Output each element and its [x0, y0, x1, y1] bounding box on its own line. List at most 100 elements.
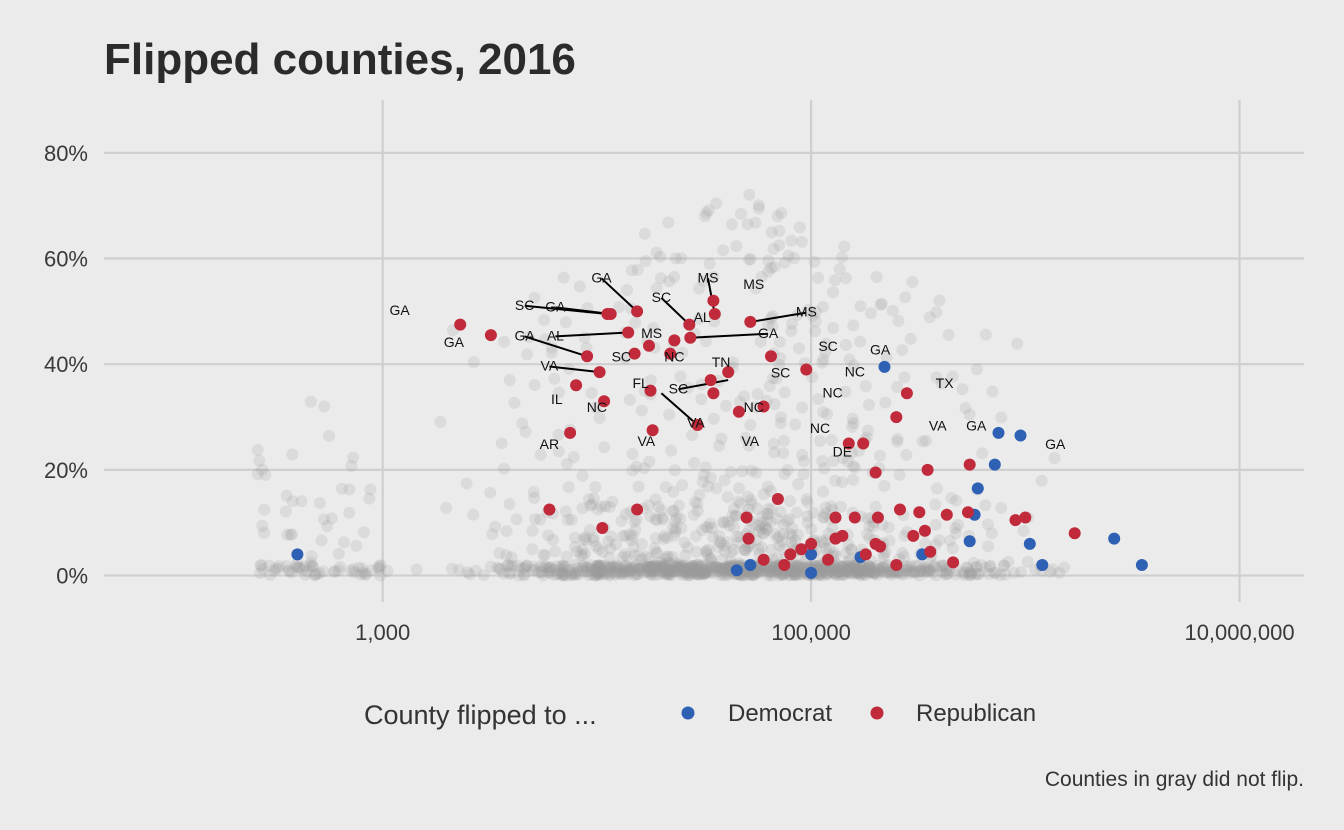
republican-point — [805, 537, 818, 550]
gray-point — [662, 550, 675, 563]
gray-point — [290, 562, 303, 575]
gray-point — [847, 460, 860, 472]
gray-point — [819, 501, 832, 514]
gray-point — [695, 561, 708, 574]
gray-point — [848, 562, 861, 575]
gray-point — [981, 518, 994, 531]
gray-point — [790, 568, 803, 581]
gray-point — [792, 528, 805, 541]
gray-point — [891, 380, 904, 393]
gray-point — [632, 563, 644, 576]
gray-point — [941, 568, 954, 581]
gray-point — [851, 563, 864, 576]
gray-point — [365, 564, 378, 577]
gray-point — [744, 419, 757, 431]
gray-point — [660, 566, 673, 578]
gray-point — [841, 560, 854, 573]
gray-point — [581, 561, 594, 574]
legend-key-republican — [870, 706, 884, 720]
gray-point — [592, 569, 605, 582]
gray-point — [681, 563, 694, 576]
gray-point — [589, 569, 602, 582]
gray-point — [646, 565, 659, 578]
gray-point — [726, 509, 739, 522]
gray-point — [723, 519, 736, 532]
gray-point — [930, 569, 943, 582]
gray-point — [686, 561, 698, 574]
gray-point — [936, 566, 949, 579]
republican-point — [857, 437, 870, 450]
gray-point — [700, 566, 713, 579]
gray-point — [591, 568, 604, 581]
gray-point — [552, 428, 565, 441]
gray-point — [964, 569, 977, 582]
gray-point — [557, 569, 570, 582]
gray-point — [944, 534, 956, 547]
gray-point — [555, 567, 568, 580]
gray-point — [627, 540, 640, 553]
gray-point — [357, 526, 370, 539]
gray-point — [687, 560, 700, 572]
gray-point — [649, 564, 662, 577]
gray-point — [678, 536, 691, 549]
gray-point — [900, 560, 913, 573]
gray-point — [560, 569, 573, 582]
gray-point — [663, 275, 676, 288]
gray-point — [614, 567, 627, 580]
republican-point — [643, 339, 655, 352]
gray-point — [766, 569, 779, 582]
gray-point — [621, 550, 633, 563]
gray-point — [690, 564, 703, 577]
gray-point — [913, 565, 926, 578]
gray-point — [484, 560, 497, 573]
gray-point — [783, 495, 796, 507]
gray-point — [652, 500, 665, 513]
gray-point — [348, 566, 361, 579]
gray-point — [682, 563, 695, 576]
gray-point — [653, 560, 665, 573]
gray-point — [614, 562, 627, 575]
gray-point — [777, 568, 790, 581]
gray-point — [743, 188, 756, 201]
gray-point — [906, 275, 919, 288]
gray-point — [519, 425, 532, 438]
gray-point — [837, 452, 850, 465]
gray-point — [876, 565, 889, 578]
label-connector — [660, 392, 697, 425]
gray-point — [689, 530, 702, 542]
gray-point — [359, 568, 372, 581]
gray-point — [766, 561, 779, 574]
gray-point — [837, 561, 850, 574]
gray-point — [760, 522, 773, 535]
republican-point — [722, 366, 735, 379]
gray-point — [930, 371, 943, 384]
gray-point — [304, 395, 317, 408]
gray-point — [630, 568, 643, 581]
gray-point — [573, 280, 586, 293]
gray-point — [539, 549, 551, 562]
gray-point — [624, 563, 637, 576]
gray-point — [453, 563, 466, 576]
gray-point — [710, 197, 723, 210]
gray-point — [716, 562, 729, 575]
gray-point — [609, 568, 622, 581]
gray-point — [635, 553, 648, 566]
gray-point — [711, 561, 724, 574]
gray-point — [578, 560, 591, 573]
gray-point — [859, 569, 872, 582]
gray-point — [846, 420, 859, 433]
gray-point — [672, 564, 685, 577]
gray-point — [283, 565, 296, 578]
gray-point — [836, 251, 849, 264]
gray-point — [676, 561, 688, 574]
gray-point — [374, 559, 387, 572]
gray-point — [674, 567, 686, 580]
gray-point — [875, 298, 888, 310]
gray-point — [645, 568, 658, 581]
gray-point — [862, 424, 874, 437]
gray-point — [717, 563, 730, 576]
gray-point — [484, 486, 497, 499]
gray-point — [518, 569, 530, 582]
gray-point — [861, 562, 873, 575]
gray-point — [729, 510, 742, 523]
